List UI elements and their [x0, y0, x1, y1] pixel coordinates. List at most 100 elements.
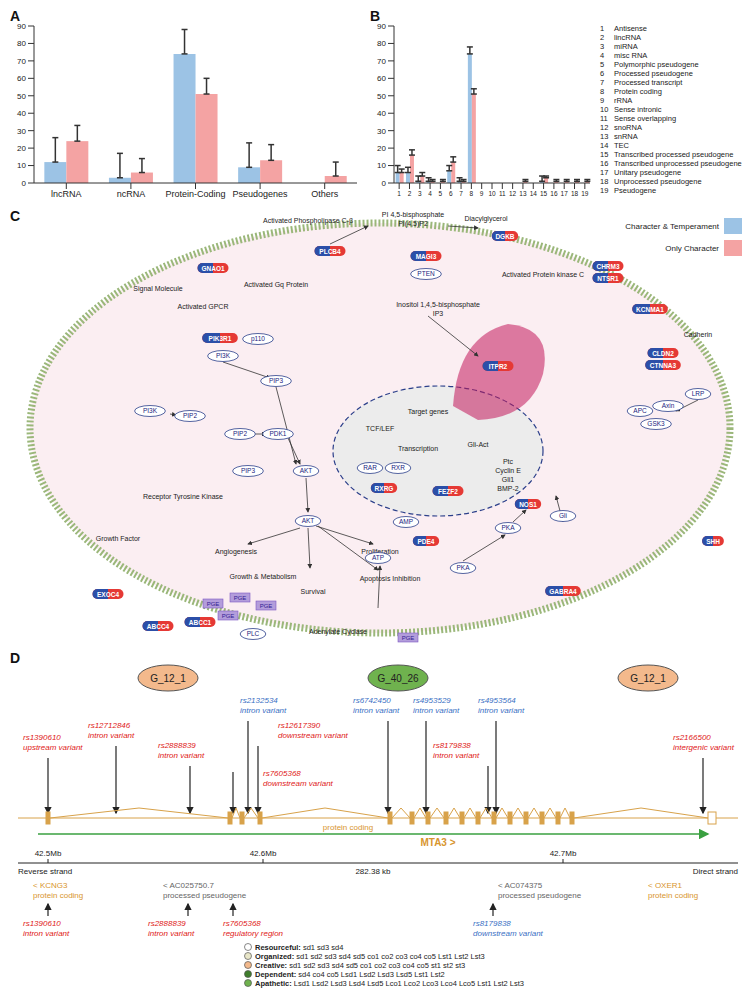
- svg-text:downstream variant: downstream variant: [278, 731, 349, 740]
- svg-text:Reverse strand: Reverse strand: [18, 867, 72, 876]
- svg-text:PI(4,5)P2: PI(4,5)P2: [398, 220, 428, 228]
- svg-text:intron variant: intron variant: [478, 706, 525, 715]
- svg-text:CHRM3: CHRM3: [596, 263, 619, 270]
- svg-text:Survival: Survival: [301, 588, 326, 595]
- svg-text:intron variant: intron variant: [148, 929, 195, 938]
- svg-text:30: 30: [377, 127, 386, 136]
- svg-text:rs8179838: rs8179838: [473, 919, 511, 928]
- svg-text:70: 70: [377, 57, 386, 66]
- svg-text:RXRG: RXRG: [375, 485, 394, 492]
- svg-text:Protein-Coding: Protein-Coding: [165, 189, 225, 199]
- svg-text:ncRNA: ncRNA: [117, 189, 146, 199]
- svg-text:10: 10: [488, 190, 496, 197]
- svg-text:Activated Protein kinase C: Activated Protein kinase C: [502, 271, 584, 278]
- svg-text:PKA: PKA: [501, 524, 515, 531]
- svg-text:CTNNA3: CTNNA3: [650, 362, 677, 369]
- svg-text:PIP2: PIP2: [233, 430, 247, 437]
- svg-text:10: 10: [17, 161, 26, 170]
- svg-text:PI3K: PI3K: [143, 407, 158, 414]
- svg-text:G_40_26: G_40_26: [377, 673, 419, 684]
- svg-text:Organized: sd1 sd2 sd3 sd4 sd5: Organized: sd1 sd2 sd3 sd4 sd5 co1 co2 c…: [255, 952, 485, 961]
- svg-text:Growth & Metabolism: Growth & Metabolism: [230, 573, 297, 580]
- svg-text:lncRNA: lncRNA: [51, 189, 82, 199]
- svg-text:ABCC4: ABCC4: [147, 623, 170, 630]
- svg-text:70: 70: [17, 57, 26, 66]
- svg-text:rs12712846: rs12712846: [88, 721, 131, 730]
- svg-text:PDK1: PDK1: [270, 430, 287, 437]
- svg-text:Adenylate Cyclase: Adenylate Cyclase: [309, 628, 367, 636]
- svg-text:16: 16: [550, 190, 558, 197]
- svg-text:8: 8: [470, 190, 474, 197]
- svg-text:p110: p110: [251, 335, 265, 343]
- svg-text:PKA: PKA: [456, 564, 470, 571]
- svg-text:Activated Phospholipase C-β: Activated Phospholipase C-β: [263, 217, 353, 225]
- svg-text:GNAO1: GNAO1: [201, 265, 225, 272]
- svg-text:RXR: RXR: [391, 464, 405, 471]
- svg-text:PLC: PLC: [247, 630, 260, 637]
- svg-text:protein coding: protein coding: [33, 891, 83, 900]
- svg-text:GABRA4: GABRA4: [549, 588, 577, 595]
- svg-text:Cyclin E: Cyclin E: [495, 467, 521, 475]
- svg-text:7: 7: [459, 190, 463, 197]
- svg-text:282.38 kb: 282.38 kb: [355, 867, 391, 876]
- svg-text:Ptc: Ptc: [503, 458, 514, 465]
- svg-text:Inositol 1,4,5-bisphosphate: Inositol 1,4,5-bisphosphate: [396, 301, 480, 309]
- svg-text:42.6Mb: 42.6Mb: [250, 849, 277, 858]
- svg-text:< AC074375: < AC074375: [498, 881, 543, 890]
- svg-text:PIP2: PIP2: [183, 412, 197, 419]
- svg-text:Apathetic: Lsd1 Lsd2 Lsd3 Lsd4: Apathetic: Lsd1 Lsd2 Lsd3 Lsd4 Lsd5 Lco1…: [255, 979, 524, 988]
- svg-text:Gli: Gli: [559, 512, 567, 519]
- svg-text:9: 9: [480, 190, 484, 197]
- svg-text:NTSR1: NTSR1: [597, 275, 619, 282]
- svg-text:14: 14: [530, 190, 538, 197]
- svg-text:AKT: AKT: [302, 517, 315, 524]
- svg-text:MTA3 >: MTA3 >: [420, 837, 455, 848]
- svg-text:80: 80: [377, 39, 386, 48]
- svg-text:12: 12: [509, 190, 517, 197]
- svg-text:rs2166500: rs2166500: [673, 733, 711, 742]
- svg-text:protein coding: protein coding: [323, 823, 373, 832]
- svg-text:20: 20: [377, 144, 386, 153]
- svg-text:rs2132534: rs2132534: [240, 696, 278, 705]
- svg-text:TCF/LEF: TCF/LEF: [366, 425, 394, 432]
- svg-text:PIK3R1: PIK3R1: [209, 335, 232, 342]
- svg-text:DGKB: DGKB: [495, 233, 514, 240]
- svg-text:intron variant: intron variant: [240, 706, 287, 715]
- svg-text:< AC025750.7: < AC025750.7: [163, 881, 214, 890]
- svg-text:60: 60: [17, 74, 26, 83]
- svg-text:EXOC4: EXOC4: [97, 591, 119, 598]
- svg-text:Receptor Tyrosine Kinase: Receptor Tyrosine Kinase: [143, 493, 223, 501]
- svg-text:Character & Temperament: Character & Temperament: [625, 222, 719, 231]
- svg-text:rs4953529: rs4953529: [413, 696, 451, 705]
- svg-text:BMP-2: BMP-2: [497, 485, 519, 492]
- svg-text:0: 0: [22, 179, 27, 188]
- svg-text:< KCNG3: < KCNG3: [33, 881, 68, 890]
- svg-text:30: 30: [17, 127, 26, 136]
- svg-text:6: 6: [449, 190, 453, 197]
- svg-text:LRP: LRP: [692, 390, 705, 397]
- svg-text:PLCB4: PLCB4: [319, 248, 341, 255]
- svg-text:Cadherin: Cadherin: [684, 331, 713, 338]
- svg-text:rs7605368: rs7605368: [223, 919, 261, 928]
- svg-text:APC: APC: [633, 407, 647, 414]
- svg-text:Creative: sd1 sd2 sd3 sd4 sd5: Creative: sd1 sd2 sd3 sd4 sd5 co1 co2 co…: [255, 961, 465, 970]
- svg-text:downstream variant: downstream variant: [473, 929, 544, 938]
- svg-text:downstream variant: downstream variant: [263, 779, 334, 788]
- svg-text:Others: Others: [311, 189, 339, 199]
- svg-text:Growth Factor: Growth Factor: [96, 535, 141, 542]
- svg-text:13: 13: [519, 190, 527, 197]
- svg-text:PTEN: PTEN: [417, 270, 435, 277]
- svg-text:rs8179838: rs8179838: [433, 741, 471, 750]
- svg-text:ITPR2: ITPR2: [489, 363, 508, 370]
- svg-text:RAR: RAR: [363, 464, 377, 471]
- svg-text:IP3: IP3: [433, 310, 444, 317]
- svg-text:0: 0: [382, 179, 387, 188]
- svg-text:80: 80: [17, 39, 26, 48]
- svg-text:15: 15: [540, 190, 548, 197]
- svg-text:intron variant: intron variant: [23, 929, 70, 938]
- svg-text:PGE: PGE: [207, 601, 220, 607]
- svg-text:Dependent: sd4 co4 co5 Lsd1 Ls: Dependent: sd4 co4 co5 Lsd1 Lsd2 Lsd3 Ls…: [255, 970, 445, 979]
- svg-text:rs4953564: rs4953564: [478, 696, 516, 705]
- svg-text:processed pseudogene: processed pseudogene: [498, 891, 582, 900]
- svg-text:regulatory region: regulatory region: [223, 929, 284, 938]
